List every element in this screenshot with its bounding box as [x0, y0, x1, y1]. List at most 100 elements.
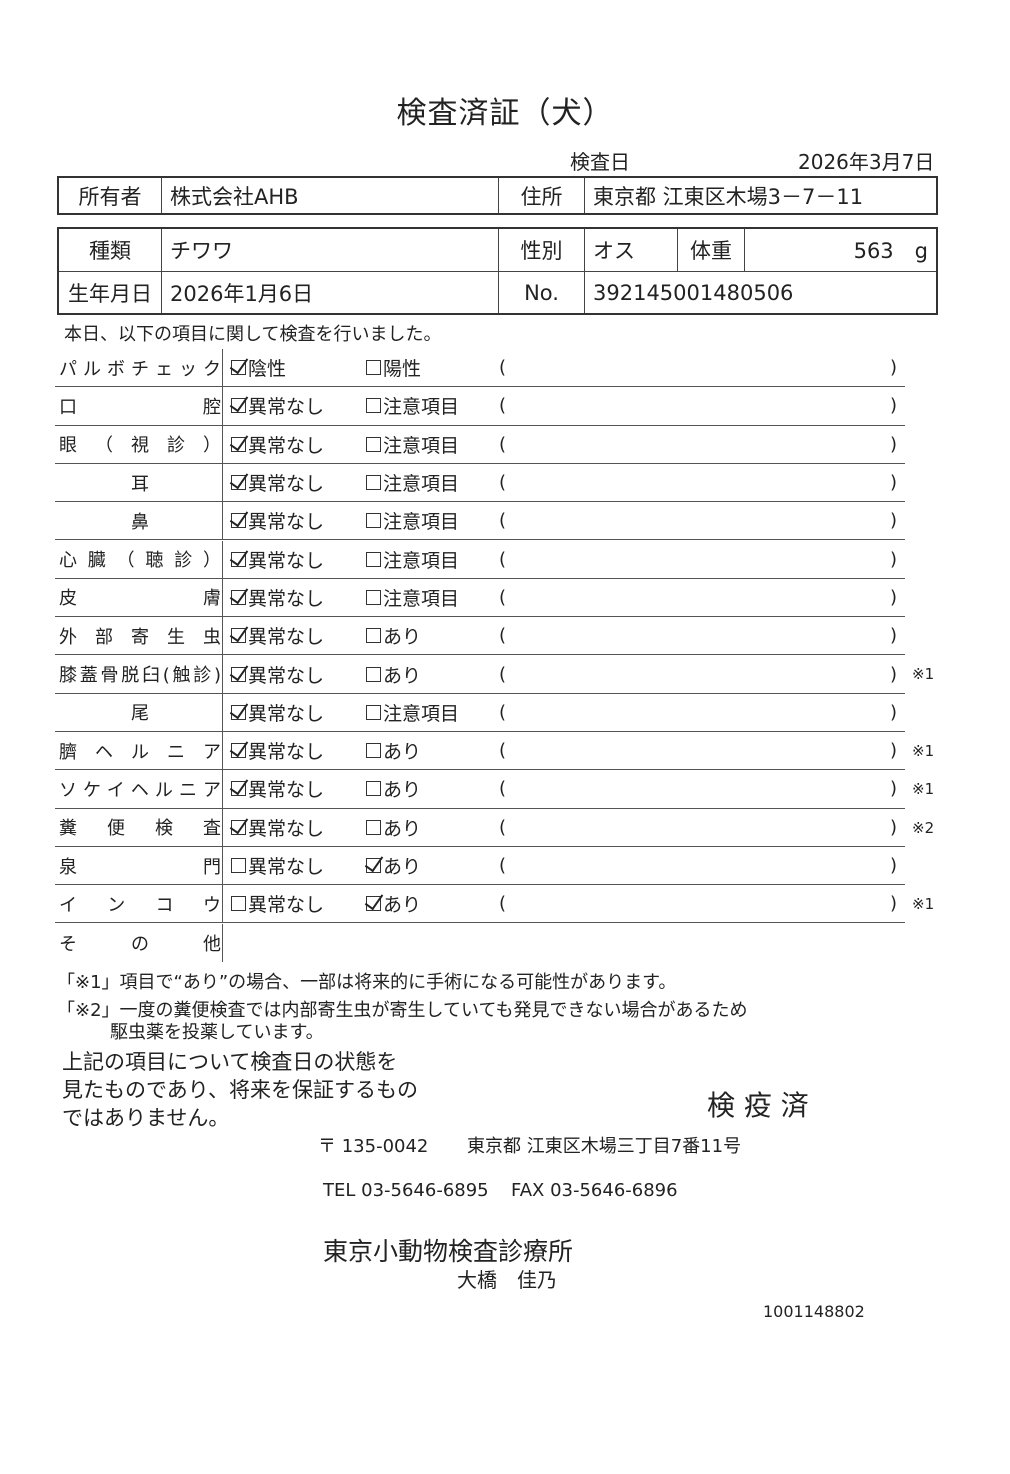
- option-1-checkbox[interactable]: 異常なし: [231, 387, 324, 424]
- checkbox-icon[interactable]: [231, 743, 246, 759]
- checkbox-icon[interactable]: [366, 513, 381, 529]
- option-1-checkbox[interactable]: 異常なし: [231, 885, 324, 922]
- checkbox-icon[interactable]: [366, 551, 381, 567]
- item-label: 眼（視診）: [59, 426, 221, 463]
- option-2-checkbox[interactable]: 注意項目: [366, 579, 459, 616]
- option-2-label: 注意項目: [383, 434, 460, 457]
- checkbox-icon[interactable]: [231, 896, 246, 912]
- checkbox-icon[interactable]: [231, 436, 246, 452]
- option-1-checkbox[interactable]: 異常なし: [231, 426, 324, 463]
- option-1-label: 異常なし: [248, 587, 325, 610]
- option-1-checkbox[interactable]: 異常なし: [231, 732, 324, 769]
- option-2-label: あり: [383, 664, 422, 687]
- option-2-checkbox[interactable]: あり: [366, 847, 421, 884]
- option-1-label: 異常なし: [248, 702, 325, 725]
- exam-row: パルボチェック 陰性 陽性 (): [55, 349, 905, 388]
- checkbox-icon[interactable]: [231, 781, 246, 797]
- item-label-text: 尾: [131, 703, 149, 725]
- checkbox-icon[interactable]: [366, 858, 381, 874]
- sex-value: オス: [585, 229, 678, 272]
- checkbox-icon[interactable]: [231, 513, 246, 529]
- checkbox-icon[interactable]: [366, 628, 381, 644]
- checkbox-icon[interactable]: [366, 436, 381, 452]
- checkbox-icon[interactable]: [366, 704, 381, 720]
- option-1-label: 異常なし: [248, 626, 325, 649]
- option-1-checkbox[interactable]: 異常なし: [231, 579, 324, 616]
- no-label: No.: [499, 272, 585, 313]
- sex-label: 性別: [499, 229, 585, 272]
- item-label: 臍ヘルニア: [59, 732, 221, 769]
- remark-open: (: [499, 893, 507, 915]
- inspection-stamp: 検 疫 済: [707, 1089, 809, 1122]
- owner-table: 所有者 株式会社AHB 住所 東京都 江東区木場3－7－11: [57, 176, 938, 215]
- checkbox-icon[interactable]: [366, 819, 381, 835]
- item-label: 外部寄生虫: [59, 617, 221, 654]
- option-2-checkbox[interactable]: 注意項目: [366, 502, 459, 539]
- owner-value: 株式会社AHB: [162, 178, 499, 213]
- checkbox-icon[interactable]: [366, 666, 381, 682]
- tel: TEL 03-5646-6895: [323, 1180, 489, 1201]
- exam-row: 糞便検査 異常なし あり (): [55, 808, 905, 847]
- checkbox-icon[interactable]: [366, 398, 381, 414]
- remark-close: ): [890, 433, 898, 455]
- checkbox-icon[interactable]: [231, 858, 246, 874]
- checkbox-icon[interactable]: [231, 819, 246, 835]
- option-2-checkbox[interactable]: 注意項目: [366, 464, 459, 501]
- option-2-checkbox[interactable]: あり: [366, 770, 421, 807]
- remark-open: (: [499, 625, 507, 647]
- option-1-checkbox[interactable]: 異常なし: [231, 617, 324, 654]
- option-1-checkbox[interactable]: 陰性: [231, 349, 286, 386]
- divider: [222, 617, 223, 655]
- remark-close: ): [890, 625, 898, 647]
- option-2-checkbox[interactable]: あり: [366, 655, 421, 692]
- item-label: 耳: [59, 464, 221, 501]
- remark-open: (: [499, 740, 507, 762]
- option-2-checkbox[interactable]: あり: [366, 732, 421, 769]
- checkbox-icon[interactable]: [366, 360, 381, 376]
- document-number: 1001148802: [763, 1302, 865, 1321]
- checkbox-icon[interactable]: [366, 896, 381, 912]
- address-value: 東京都 江東区木場3－7－11: [593, 184, 864, 209]
- checkbox-icon[interactable]: [366, 781, 381, 797]
- checkbox-icon[interactable]: [366, 475, 381, 491]
- option-2-checkbox[interactable]: 注意項目: [366, 426, 459, 463]
- checkbox-icon[interactable]: [366, 589, 381, 605]
- option-2-checkbox[interactable]: 注意項目: [366, 694, 459, 731]
- remark-close: ): [890, 395, 898, 417]
- option-1-checkbox[interactable]: 異常なし: [231, 694, 324, 731]
- option-1-checkbox[interactable]: 異常なし: [231, 502, 324, 539]
- divider: [222, 885, 223, 923]
- option-2-checkbox[interactable]: あり: [366, 885, 421, 922]
- checkbox-icon[interactable]: [231, 360, 246, 376]
- option-2-label: あり: [383, 741, 422, 764]
- divider: [222, 770, 223, 808]
- footnote-mark: ※2: [912, 818, 935, 837]
- item-label-text: 膝蓋骨脱臼(触診): [59, 665, 221, 687]
- checkbox-icon[interactable]: [231, 704, 246, 720]
- option-1-checkbox[interactable]: 異常なし: [231, 655, 324, 692]
- option-1-checkbox[interactable]: 異常なし: [231, 770, 324, 807]
- checkbox-icon[interactable]: [231, 666, 246, 682]
- option-2-checkbox[interactable]: あり: [366, 617, 421, 654]
- checkbox-icon[interactable]: [366, 743, 381, 759]
- item-label: 心臓（聴診）: [59, 541, 221, 578]
- checkbox-icon[interactable]: [231, 398, 246, 414]
- option-2-checkbox[interactable]: あり: [366, 809, 421, 846]
- divider: [222, 349, 223, 387]
- option-1-checkbox[interactable]: 異常なし: [231, 464, 324, 501]
- option-1-checkbox[interactable]: 異常なし: [231, 541, 324, 578]
- checkbox-icon[interactable]: [231, 475, 246, 491]
- remark-open: (: [499, 586, 507, 608]
- item-label-text: その他: [59, 933, 221, 955]
- remark-close: ): [890, 740, 898, 762]
- item-label: パルボチェック: [59, 349, 221, 386]
- checkbox-icon[interactable]: [231, 589, 246, 605]
- option-2-checkbox[interactable]: 陽性: [366, 349, 421, 386]
- option-1-checkbox[interactable]: 異常なし: [231, 847, 324, 884]
- option-1-checkbox[interactable]: 異常なし: [231, 809, 324, 846]
- option-2-label: 注意項目: [383, 702, 460, 725]
- checkbox-icon[interactable]: [231, 628, 246, 644]
- option-2-checkbox[interactable]: 注意項目: [366, 541, 459, 578]
- checkbox-icon[interactable]: [231, 551, 246, 567]
- option-2-checkbox[interactable]: 注意項目: [366, 387, 459, 424]
